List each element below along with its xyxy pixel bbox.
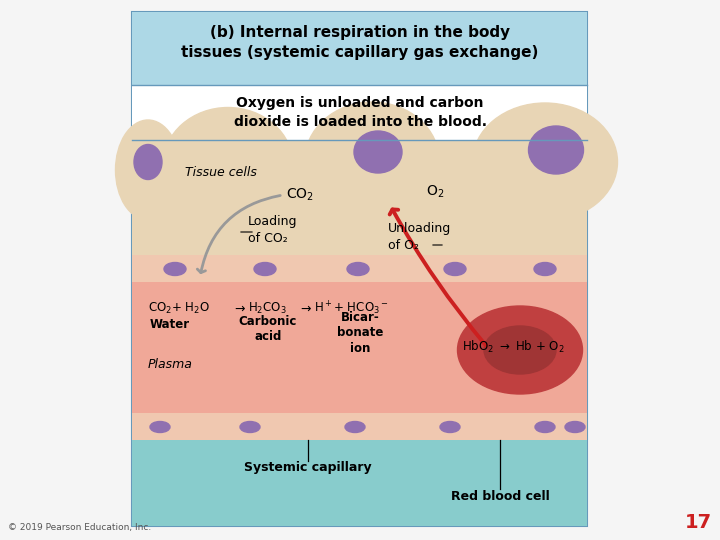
Ellipse shape — [534, 262, 556, 275]
FancyBboxPatch shape — [132, 140, 587, 180]
Text: Bicar-
bonate
ion: Bicar- bonate ion — [337, 311, 383, 355]
Text: H$^+$+ HCO$_3$$^-$: H$^+$+ HCO$_3$$^-$ — [314, 299, 389, 316]
FancyBboxPatch shape — [132, 282, 587, 413]
FancyBboxPatch shape — [132, 255, 587, 282]
Text: HbO$_2$ $\rightarrow$ Hb + O$_2$: HbO$_2$ $\rightarrow$ Hb + O$_2$ — [462, 339, 564, 355]
Ellipse shape — [535, 422, 555, 433]
Text: (b) Internal respiration in the body: (b) Internal respiration in the body — [210, 25, 510, 40]
Ellipse shape — [347, 262, 369, 275]
Text: © 2019 Pearson Education, Inc.: © 2019 Pearson Education, Inc. — [8, 523, 151, 532]
Ellipse shape — [150, 422, 170, 433]
Text: Red blood cell: Red blood cell — [451, 489, 549, 503]
Text: CO$_2$: CO$_2$ — [286, 187, 314, 203]
Text: tissues (systemic capillary gas exchange): tissues (systemic capillary gas exchange… — [181, 44, 539, 59]
Text: $\rightarrow$: $\rightarrow$ — [298, 301, 312, 314]
Text: $\rightarrow$: $\rightarrow$ — [232, 301, 246, 314]
Text: 17: 17 — [685, 513, 712, 532]
FancyBboxPatch shape — [132, 140, 587, 255]
Ellipse shape — [565, 422, 585, 433]
Ellipse shape — [440, 422, 460, 433]
Ellipse shape — [444, 262, 466, 275]
Text: Oxygen is unloaded and carbon: Oxygen is unloaded and carbon — [236, 96, 484, 110]
Ellipse shape — [134, 145, 162, 179]
Ellipse shape — [354, 131, 402, 173]
Text: Plasma: Plasma — [148, 359, 193, 372]
Text: Tissue cells: Tissue cells — [185, 165, 257, 179]
Text: Carbonic
acid: Carbonic acid — [239, 315, 297, 343]
Ellipse shape — [115, 120, 181, 220]
FancyBboxPatch shape — [132, 12, 587, 85]
Ellipse shape — [163, 107, 293, 222]
Ellipse shape — [305, 102, 439, 222]
Ellipse shape — [457, 306, 582, 394]
Text: dioxide is loaded into the blood.: dioxide is loaded into the blood. — [233, 115, 487, 129]
Text: O$_2$: O$_2$ — [426, 184, 444, 200]
Ellipse shape — [240, 422, 260, 433]
FancyBboxPatch shape — [132, 413, 587, 440]
Text: CO$_2$+ H$_2$O: CO$_2$+ H$_2$O — [148, 300, 210, 315]
Ellipse shape — [472, 103, 618, 221]
Text: Unloading
of O₂: Unloading of O₂ — [388, 222, 451, 252]
FancyBboxPatch shape — [132, 85, 587, 140]
Ellipse shape — [254, 262, 276, 275]
Ellipse shape — [484, 326, 556, 374]
Text: Water: Water — [150, 319, 190, 332]
Ellipse shape — [164, 262, 186, 275]
FancyBboxPatch shape — [132, 12, 587, 526]
Text: Loading
of CO₂: Loading of CO₂ — [248, 215, 297, 245]
Text: Systemic capillary: Systemic capillary — [244, 462, 372, 475]
FancyBboxPatch shape — [132, 140, 587, 526]
Ellipse shape — [528, 126, 583, 174]
Text: H$_2$CO$_3$: H$_2$CO$_3$ — [248, 300, 287, 315]
Ellipse shape — [345, 422, 365, 433]
